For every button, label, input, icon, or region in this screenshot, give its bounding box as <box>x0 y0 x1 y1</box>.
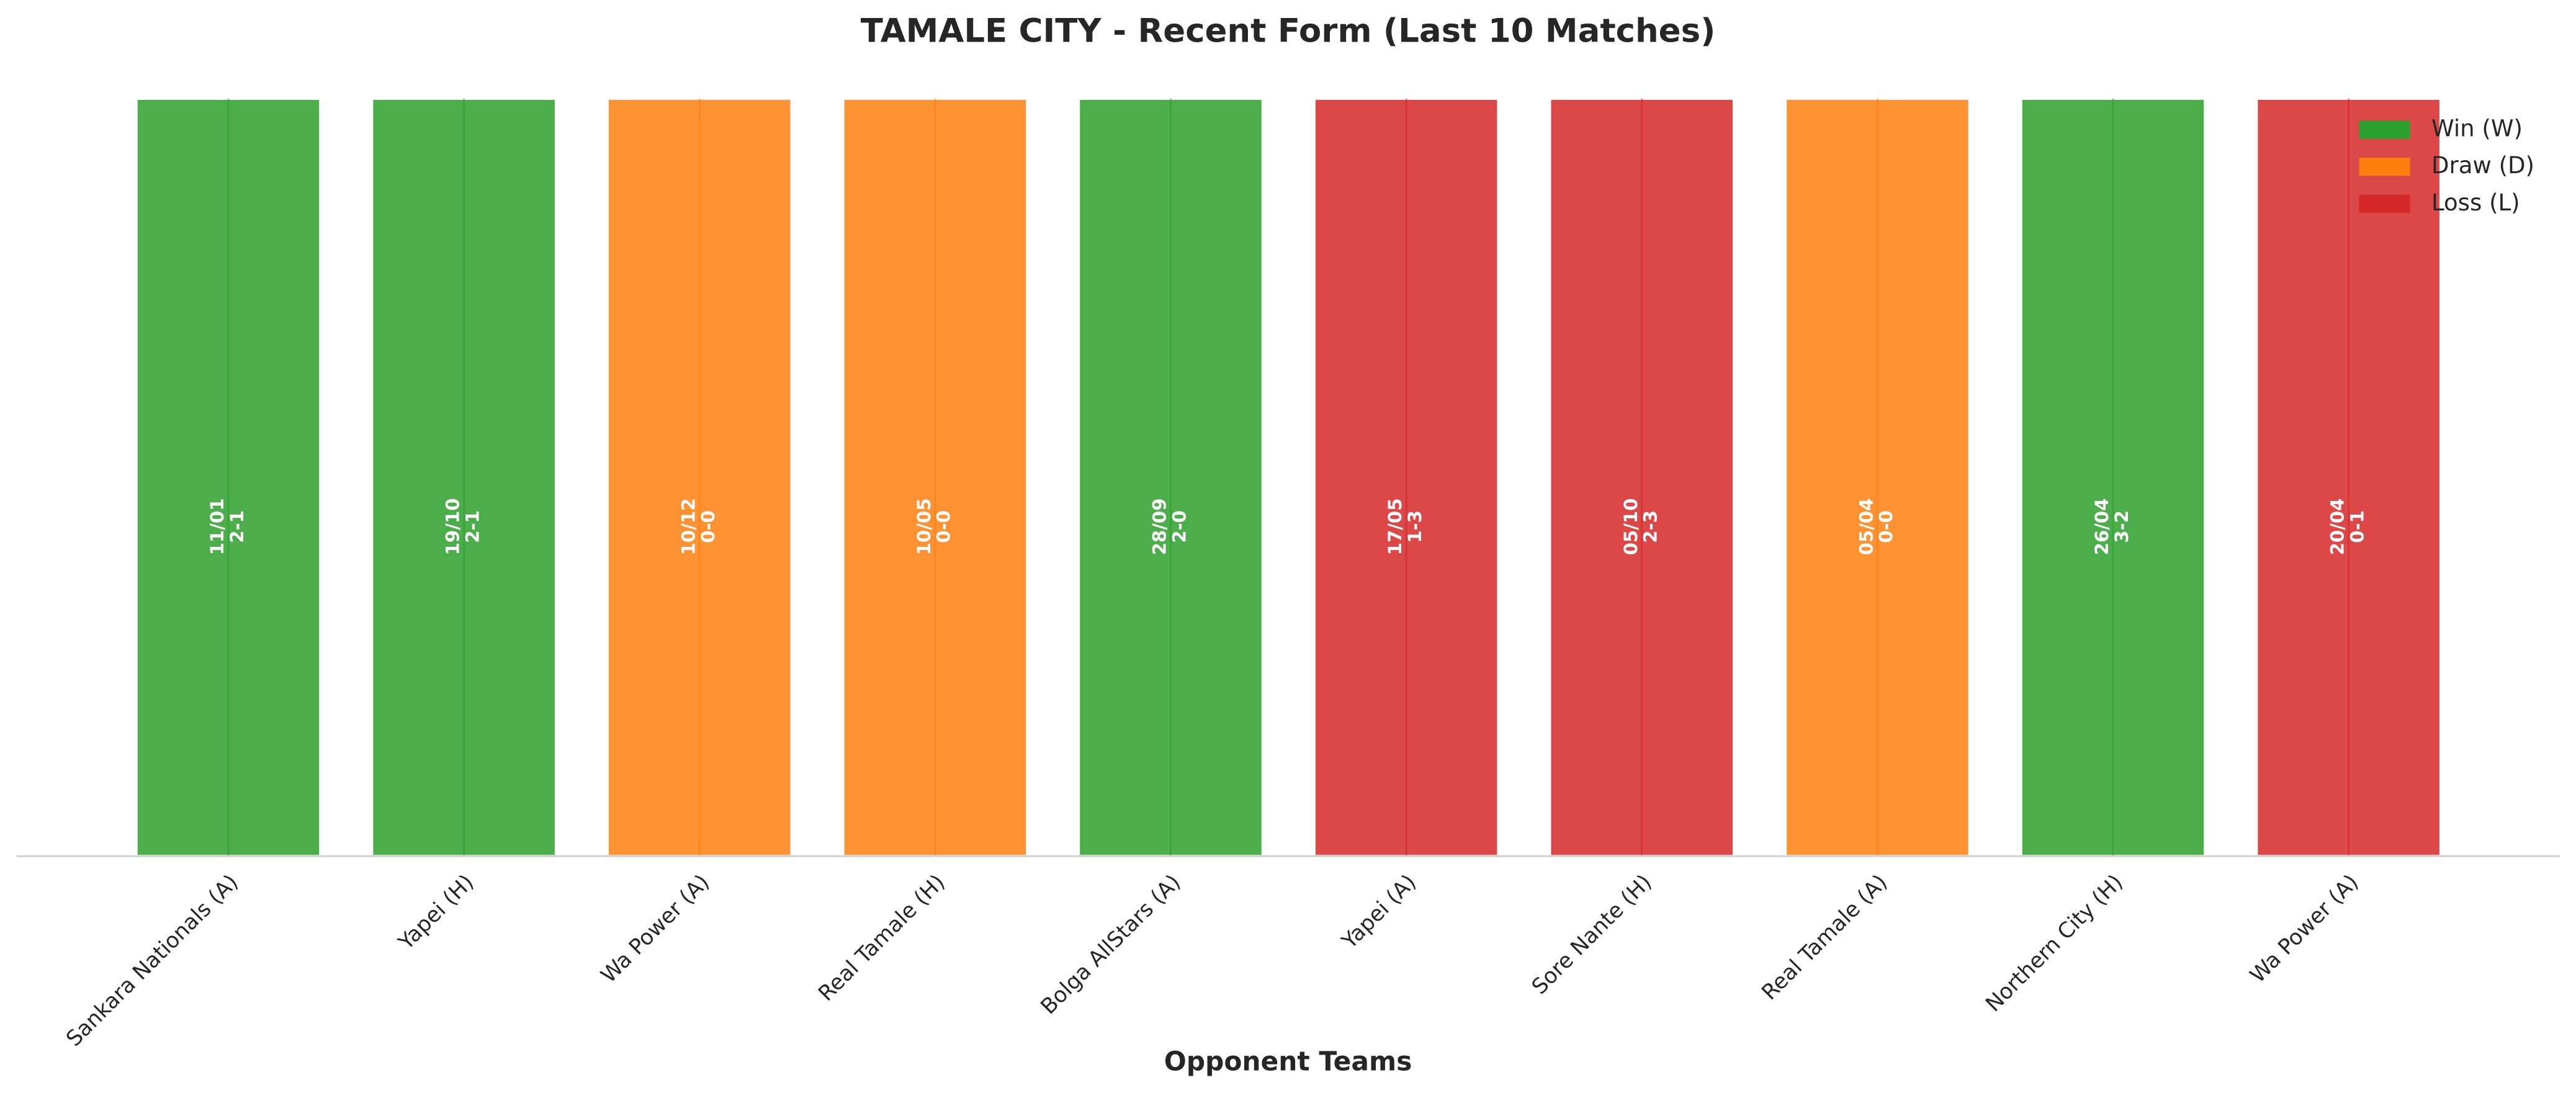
legend-label: Draw (D) <box>2431 152 2534 179</box>
chart-title: TAMALE CITY - Recent Form (Last 10 Match… <box>861 12 1716 50</box>
x-tick-label: Real Tamale (H) <box>814 870 950 1006</box>
x-tick-label: Sore Nante (H) <box>1527 870 1657 999</box>
bar-date-label: 17/05 <box>1384 498 1406 556</box>
bar-date-label: 10/05 <box>913 498 935 556</box>
x-tick-label: Bolga AllStars (A) <box>1036 870 1186 1019</box>
x-tick-label: Yapei (A) <box>1337 870 1421 954</box>
bar-date-label: 26/04 <box>2091 498 2112 556</box>
bar-score-label: 2-1 <box>227 510 248 543</box>
legend-label: Win (W) <box>2431 115 2523 142</box>
bar-score-label: 3-2 <box>2111 510 2132 543</box>
legend-swatch <box>2359 120 2410 139</box>
legend-label: Loss (L) <box>2431 189 2520 216</box>
legend-swatch <box>2359 194 2410 213</box>
bar-score-label: 2-0 <box>1169 510 1190 543</box>
bar-date-label: 20/04 <box>2327 498 2348 556</box>
bar-score-label: 0-0 <box>933 510 954 543</box>
bar-score-label: 0-1 <box>2346 510 2367 543</box>
x-tick-label: Yapei (H) <box>393 870 479 955</box>
bar-score-label: 1-3 <box>1404 510 1425 543</box>
bar-score-label: 0-0 <box>698 510 719 543</box>
bar-date-label: 11/01 <box>207 498 228 556</box>
bar-score-label: 2-1 <box>462 510 483 543</box>
bar-date-label: 19/10 <box>442 498 464 556</box>
bar-date-label: 28/09 <box>1149 498 1170 556</box>
x-tick-label: Sankara Nationals (A) <box>61 870 243 1051</box>
bar-score-label: 2-3 <box>1640 510 1661 543</box>
bar-score-label: 0-0 <box>1875 510 1896 543</box>
x-tick-label: Wa Power (A) <box>596 870 714 988</box>
legend-swatch <box>2359 158 2410 176</box>
bar-date-label: 05/10 <box>1620 498 1641 556</box>
x-tick-label: Real Tamale (A) <box>1757 870 1892 1005</box>
x-tick-label: Wa Power (A) <box>2245 870 2363 988</box>
x-tick-label: Northern City (H) <box>1981 870 2128 1017</box>
x-axis-label: Opponent Teams <box>1164 1046 1412 1076</box>
bar-date-label: 05/04 <box>1856 498 1877 556</box>
bar-date-label: 10/12 <box>678 498 699 556</box>
